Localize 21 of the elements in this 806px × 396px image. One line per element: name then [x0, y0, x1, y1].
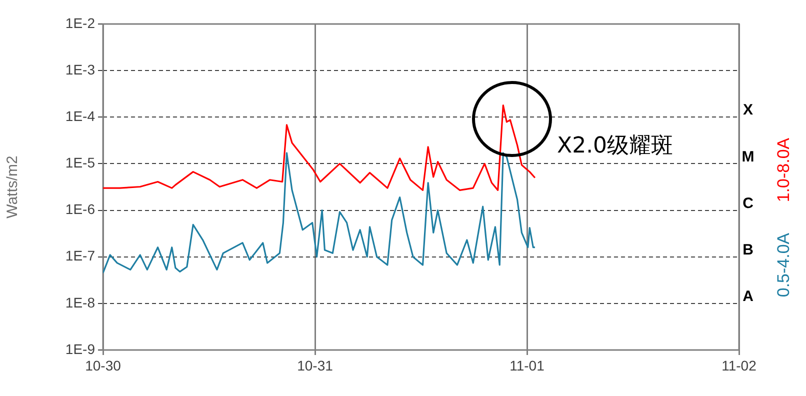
y-tick-label: 1E-4 [65, 108, 96, 124]
annotation: X2.0级耀斑 [557, 134, 674, 159]
text: C [742, 194, 754, 212]
text: X [742, 102, 754, 119]
x-tick-label: 11-01 [510, 357, 545, 374]
y-tick-label: 1E-5 [65, 154, 96, 171]
y-tick-label: 1E-8 [65, 294, 96, 310]
y-axis-title: Watts/m2 [4, 156, 22, 218]
y-tick-label: 1E-7 [65, 248, 96, 264]
y-tick-label: 1E-6 [65, 201, 96, 218]
y-tick-label: 1E-3 [65, 61, 96, 78]
x-tick-label: 11-02 [722, 357, 757, 374]
text: 0.5-4.0A [774, 232, 794, 298]
x-tick-label: 10-31 [297, 357, 334, 374]
text: 1.0-8.0A [774, 138, 794, 202]
y-tick-label: 1E-2 [65, 14, 96, 31]
x-tick-label: 10-30 [85, 357, 122, 374]
text: B [742, 242, 754, 259]
y-tick-label: 1E-9 [65, 340, 96, 357]
text: A [742, 288, 754, 306]
text: M [742, 148, 754, 166]
